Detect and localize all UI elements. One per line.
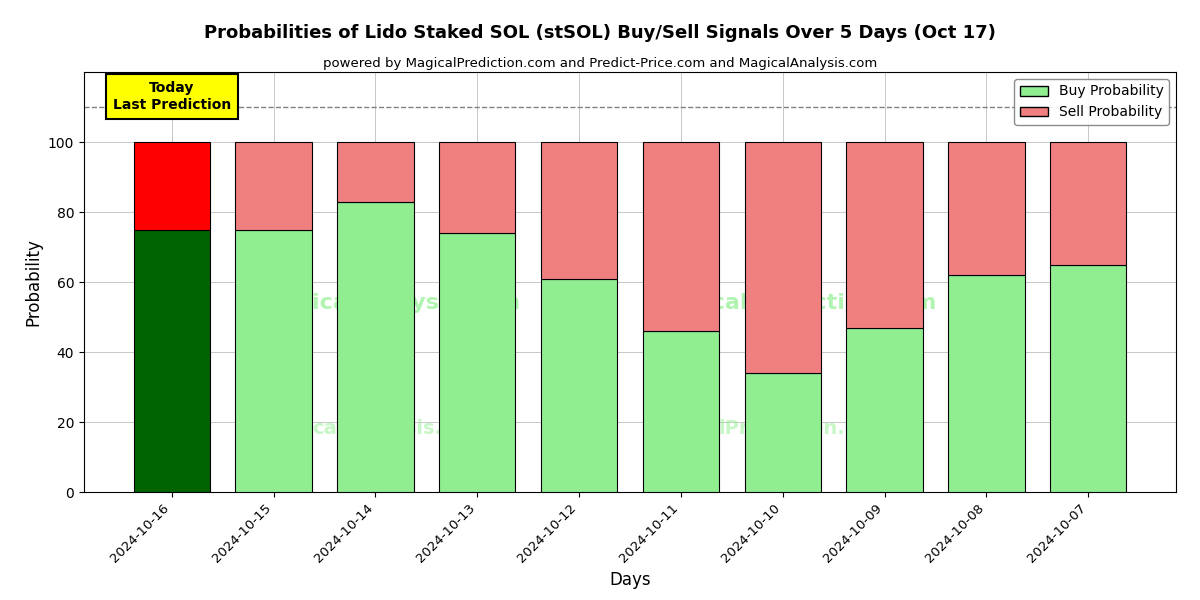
Text: MagicalAnalysis.com: MagicalAnalysis.com	[259, 293, 521, 313]
Bar	[643, 142, 719, 331]
X-axis label: Days: Days	[610, 571, 650, 589]
Bar	[541, 142, 617, 278]
Text: powered by MagicalPrediction.com and Predict-Price.com and MagicalAnalysis.com: powered by MagicalPrediction.com and Pre…	[323, 57, 877, 70]
Bar	[1050, 265, 1127, 492]
Bar	[133, 142, 210, 229]
Bar	[643, 331, 719, 492]
Text: lPrediction.co: lPrediction.co	[718, 419, 870, 439]
Bar	[846, 142, 923, 328]
Bar	[439, 142, 516, 233]
Bar	[337, 202, 414, 492]
Bar	[744, 373, 821, 492]
Bar	[541, 278, 617, 492]
Bar	[235, 229, 312, 492]
Bar	[133, 229, 210, 492]
Text: MagicalPrediction.com: MagicalPrediction.com	[652, 293, 936, 313]
Legend: Buy Probability, Sell Probability: Buy Probability, Sell Probability	[1014, 79, 1169, 125]
Bar	[948, 142, 1025, 275]
Bar	[337, 142, 414, 202]
Text: Today
Last Prediction: Today Last Prediction	[113, 82, 230, 112]
Bar	[948, 275, 1025, 492]
Bar	[744, 142, 821, 373]
Bar	[439, 233, 516, 492]
Bar	[1050, 142, 1127, 265]
Text: Probabilities of Lido Staked SOL (stSOL) Buy/Sell Signals Over 5 Days (Oct 17): Probabilities of Lido Staked SOL (stSOL)…	[204, 24, 996, 42]
Text: calAnalysis.co: calAnalysis.co	[312, 419, 467, 439]
Bar	[846, 328, 923, 492]
Y-axis label: Probability: Probability	[24, 238, 42, 326]
Bar	[235, 142, 312, 229]
